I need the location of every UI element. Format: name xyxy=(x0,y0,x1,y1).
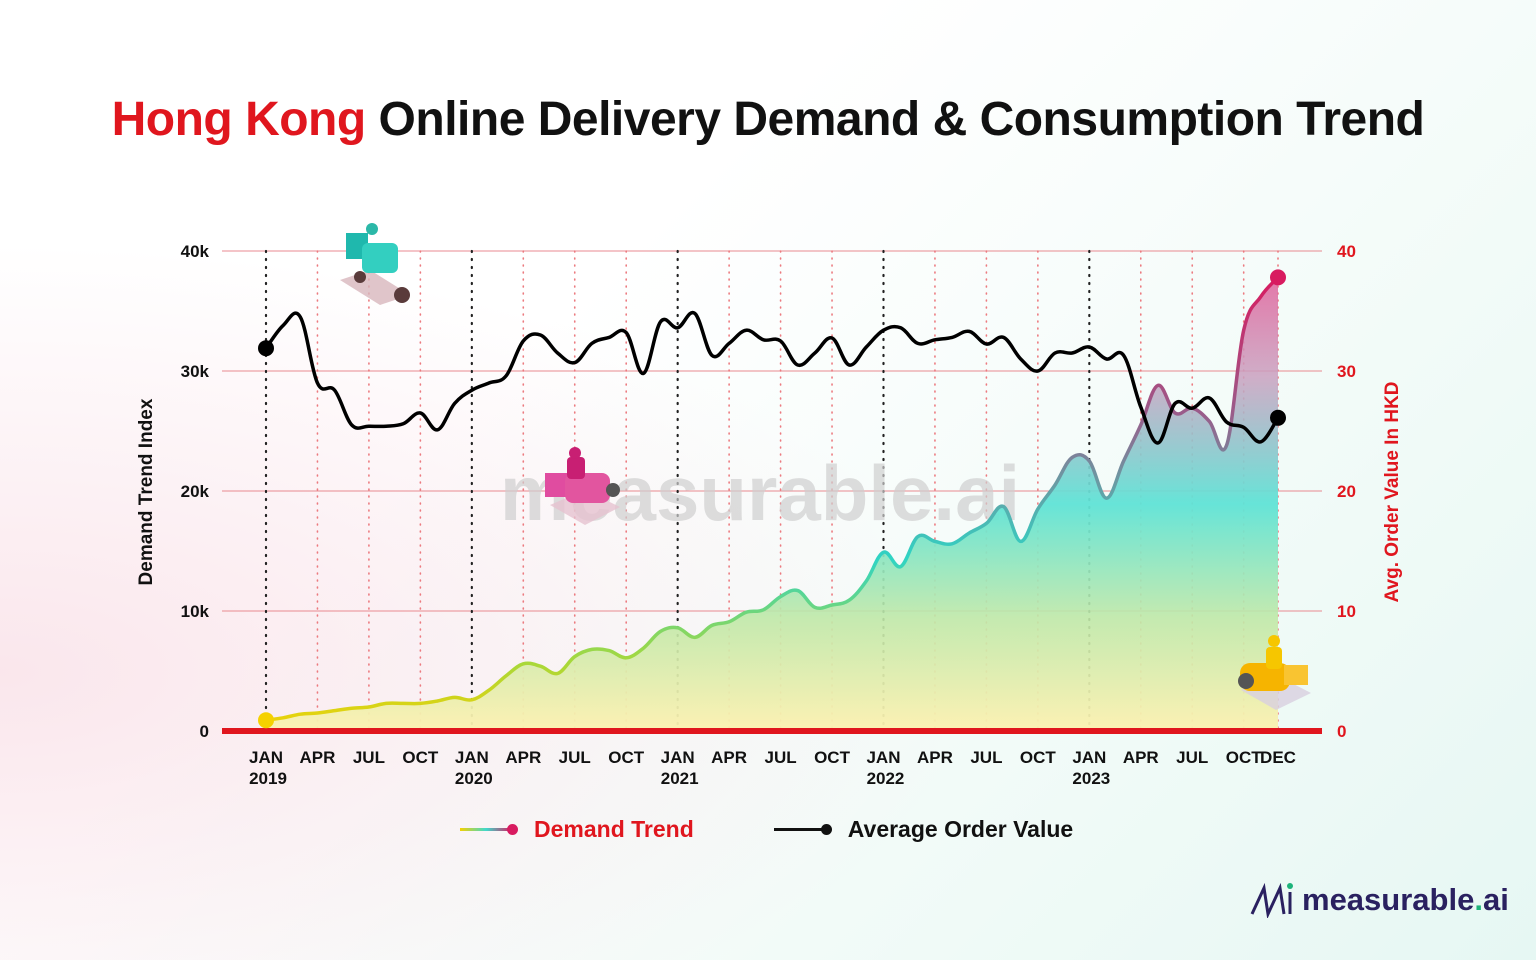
aov-end-dot xyxy=(1270,409,1286,426)
demand-line xyxy=(265,276,1280,722)
x-tick-label: JAN xyxy=(866,748,900,767)
legend-item-aov: Average Order Value xyxy=(773,816,1074,843)
demand-start-dot xyxy=(258,712,274,729)
x-tick-label: OCT xyxy=(402,748,439,767)
x-tick-label: JAN xyxy=(661,748,695,767)
brand-logo: measurable. ai xyxy=(1250,882,1509,918)
legend: Demand Trend Average Order Value xyxy=(460,816,1153,843)
x-tick-label: JUL xyxy=(970,748,1002,767)
y-tick-right: 0 xyxy=(1337,722,1346,741)
logo-suffix: ai xyxy=(1482,882,1509,917)
title-highlight: Hong Kong xyxy=(111,93,367,146)
y-tick-right: 10 xyxy=(1337,602,1356,621)
x-tick-label: JAN xyxy=(249,748,283,767)
demand-area xyxy=(266,277,1278,731)
y-tick-right: 30 xyxy=(1337,362,1356,381)
aov-line xyxy=(264,310,1280,445)
x-tick-label: JAN xyxy=(455,748,489,767)
x-tick-label: APR xyxy=(917,748,953,767)
y-tick-left: 0 xyxy=(200,722,209,741)
x-tick-year: 2020 xyxy=(455,769,493,788)
x-tick-label: OCT xyxy=(608,748,645,767)
demand-end-dot xyxy=(1270,269,1286,286)
axes: 0 0 10k 10 20k 20 30k 30 40k 40 JAN 2019 APR JUL OCT JA… xyxy=(136,242,1403,788)
baseline xyxy=(222,728,1322,734)
x-tick-year: 2021 xyxy=(661,769,699,788)
measurable-logo-icon xyxy=(1250,882,1293,918)
pink-scooter-illustration xyxy=(545,447,620,525)
right-axis-title: Avg. Order Value In HKD xyxy=(1382,381,1403,602)
x-tick-label: APR xyxy=(1123,748,1159,767)
y-tick-left: 20k xyxy=(181,482,210,501)
x-tick-label: JUL xyxy=(559,748,591,767)
aov-legend-swatch xyxy=(773,824,832,835)
x-tick-label: APR xyxy=(711,748,747,767)
x-tick-label: JUL xyxy=(765,748,797,767)
legend-demand-label: Demand Trend xyxy=(534,816,694,842)
yellow-scooter-illustration xyxy=(1238,635,1311,710)
title-rest: Online Delivery Demand & Consumption Tre… xyxy=(365,93,1425,146)
x-tick-label: OCT xyxy=(814,748,851,767)
logo-dot: . xyxy=(1474,882,1483,917)
demand-legend-swatch xyxy=(460,824,518,835)
x-tick-year: 2022 xyxy=(867,769,905,788)
y-tick-right: 20 xyxy=(1337,482,1356,501)
aov-start-dot xyxy=(258,340,274,357)
page-title: Hong Kong Online Delivery Demand & Consu… xyxy=(0,92,1536,147)
x-tick-label: JUL xyxy=(1176,748,1208,767)
teal-scooter-illustration xyxy=(340,223,410,305)
x-tick-label: JUL xyxy=(353,748,385,767)
x-tick-label: JAN xyxy=(1072,748,1106,767)
logo-name: measurable xyxy=(1302,882,1475,917)
legend-aov-label: Average Order Value xyxy=(847,816,1074,842)
marks xyxy=(222,269,1322,734)
x-tick-year: 2023 xyxy=(1072,769,1110,788)
legend-item-demand: Demand Trend xyxy=(460,816,694,843)
x-tick-label: DEC xyxy=(1260,748,1296,767)
x-tick-label: APR xyxy=(505,748,541,767)
y-tick-left: 10k xyxy=(181,602,210,621)
y-tick-left: 40k xyxy=(181,242,210,261)
y-tick-left: 30k xyxy=(181,362,210,381)
x-tick-year: 2019 xyxy=(249,769,287,788)
y-tick-right: 40 xyxy=(1337,242,1356,261)
left-axis-title: Demand Trend Index xyxy=(136,398,157,585)
x-tick-label: OCT xyxy=(1020,748,1057,767)
x-tick-label: OCT xyxy=(1226,748,1263,767)
x-tick-label: APR xyxy=(300,748,336,767)
